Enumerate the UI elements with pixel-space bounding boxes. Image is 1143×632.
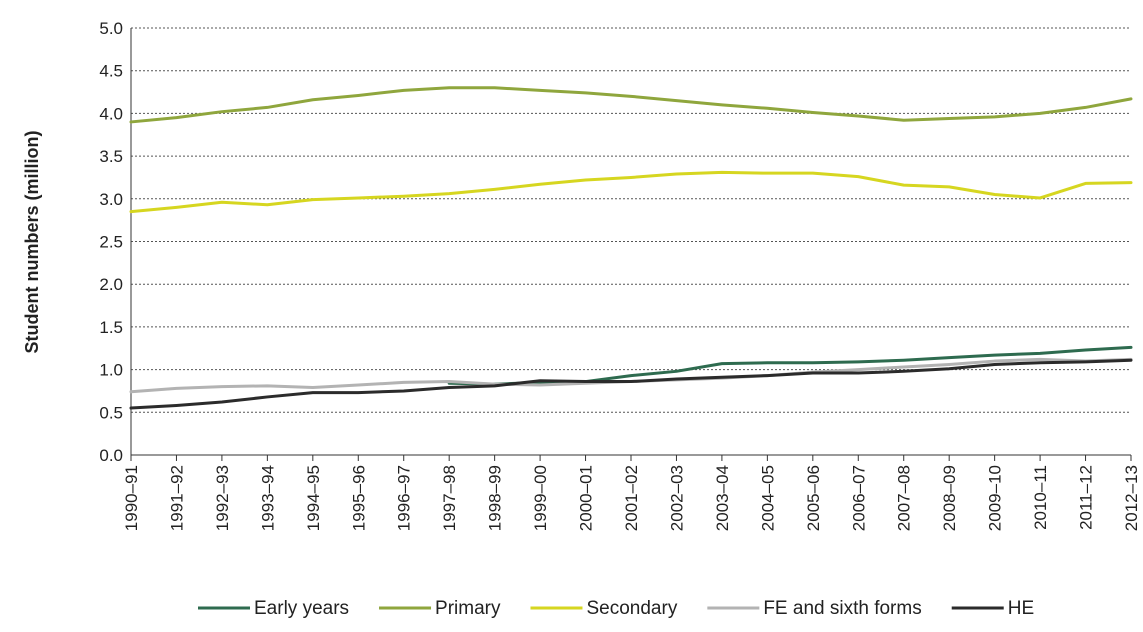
axes <box>130 28 1132 461</box>
legend-item-early-years: Early years <box>198 598 349 619</box>
series-line-secondary <box>129 170 1133 214</box>
x-tick-label: 1998–99 <box>486 465 505 531</box>
x-tick-label: 1994–95 <box>304 465 323 531</box>
legend-label: HE <box>1008 598 1034 619</box>
x-tick-label: 2007–08 <box>895 465 914 531</box>
y-tick-label: 2.5 <box>99 233 123 252</box>
x-tick-label: 2011–12 <box>1077 465 1096 530</box>
x-tick-label: 2001–02 <box>622 465 641 531</box>
y-tick-label: 5.0 <box>99 19 123 38</box>
legend-label: Secondary <box>586 598 677 619</box>
legend-item-fe-and-sixth-forms: FE and sixth forms <box>707 598 922 619</box>
x-axis-tick-labels: 1990–91 1991–92 1992–93 1993–94 1994–95 1995–… <box>122 465 1141 531</box>
y-tick-label: 1.0 <box>99 361 123 380</box>
x-tick-label: 2004–05 <box>758 465 777 531</box>
x-tick-label: 2002–03 <box>667 465 686 531</box>
legend-label: FE and sixth forms <box>763 598 921 619</box>
x-tick-label: 1991–92 <box>167 465 186 531</box>
y-tick-label: 4.5 <box>99 62 123 81</box>
x-tick-label: 1990–91 <box>122 465 141 531</box>
y-tick-label: 3.5 <box>99 147 123 166</box>
series-line-he <box>129 358 1133 410</box>
x-tick-label: 1992–93 <box>213 465 232 531</box>
y-tick-label: 4.0 <box>99 104 123 123</box>
x-tick-label: 2003–04 <box>713 465 732 531</box>
y-tick-label: 2.0 <box>99 275 123 294</box>
x-tick-label: 2008–09 <box>940 465 959 531</box>
x-tick-label: 1996–97 <box>395 465 414 531</box>
y-axis-tick-labels: 0.0 0.5 1.0 1.5 2.0 2.5 3.0 3.5 4.0 4.5 5.0 <box>99 19 123 465</box>
x-tick-label: 2010–11 <box>1031 465 1050 530</box>
legend-label: Early years <box>254 598 349 619</box>
legend-item-secondary: Secondary <box>530 598 678 619</box>
x-tick-label: 2006–07 <box>849 465 868 531</box>
x-tick-label: 2005–06 <box>804 465 823 531</box>
y-tick-label: 0.5 <box>99 403 123 422</box>
x-tick-label: 2012–13 <box>1122 465 1141 531</box>
x-tick-label: 1997–98 <box>440 465 459 531</box>
y-axis-title: Student numbers (million) <box>22 130 42 353</box>
y-tick-label: 1.5 <box>99 318 123 337</box>
y-tick-label: 0.0 <box>99 446 123 465</box>
gridlines <box>131 27 1131 413</box>
x-tick-label: 1999–00 <box>531 465 550 531</box>
x-tick-label: 1995–96 <box>349 465 368 531</box>
series-line-primary <box>129 86 1133 124</box>
x-tick-label: 1993–94 <box>258 465 277 531</box>
series-line-early-years <box>447 345 1133 386</box>
legend-item-primary: Primary <box>379 598 501 619</box>
legend-label: Primary <box>435 598 501 619</box>
y-tick-label: 3.0 <box>99 190 123 209</box>
series-lines <box>129 86 1133 410</box>
x-tick-label: 2000–01 <box>577 465 596 531</box>
legend: Early years Primary Secondary FE and sixth … <box>198 598 1034 619</box>
legend-item-he: HE <box>951 598 1034 619</box>
x-tick-label: 2009–10 <box>986 465 1005 531</box>
